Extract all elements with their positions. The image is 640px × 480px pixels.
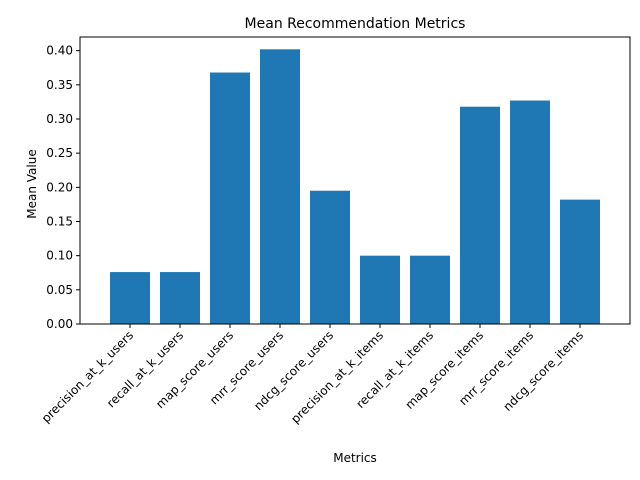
bar-ndcg-score-users: [310, 190, 350, 324]
bar-map-score-items: [460, 106, 500, 324]
bar-precision-at-k-users: [110, 272, 150, 324]
bar-ndcg-score-items: [560, 199, 600, 324]
y-tick-label: 0.35: [46, 78, 73, 92]
y-tick-label: 0.20: [46, 180, 73, 194]
bar-recall-at-k-users: [160, 272, 200, 324]
y-tick-label: 0.05: [46, 283, 73, 297]
y-tick-label: 0.40: [46, 44, 73, 58]
x-tick-label: precision_at_k_users: [39, 328, 136, 425]
bar-precision-at-k-items: [360, 255, 400, 324]
bar-recall-at-k-items: [410, 255, 450, 324]
y-axis-title: Mean Value: [25, 149, 39, 218]
y-tick-label: 0.10: [46, 249, 73, 263]
bars-layer: [110, 49, 600, 325]
chart-title: Mean Recommendation Metrics: [245, 16, 466, 32]
bar-mrr-score-users: [260, 49, 300, 325]
y-tick-label: 0.15: [46, 215, 73, 229]
y-tick-label: 0.00: [46, 317, 73, 331]
x-tick-label: precision_at_k_items: [288, 328, 386, 426]
x-axis-title: Metrics: [333, 451, 377, 465]
y-axis: 0.00 0.05 0.10 0.15 0.20 0.25 0.30 0.35 0.40: [46, 44, 80, 331]
plot-frame: [79, 36, 631, 325]
bar-mrr-score-items: [510, 100, 550, 324]
y-tick-label: 0.30: [46, 112, 73, 126]
x-axis: precision_at_k_usersrecall_at_k_usersmap…: [39, 324, 586, 426]
y-tick-label: 0.25: [46, 146, 73, 160]
bar-map-score-users: [210, 72, 250, 325]
